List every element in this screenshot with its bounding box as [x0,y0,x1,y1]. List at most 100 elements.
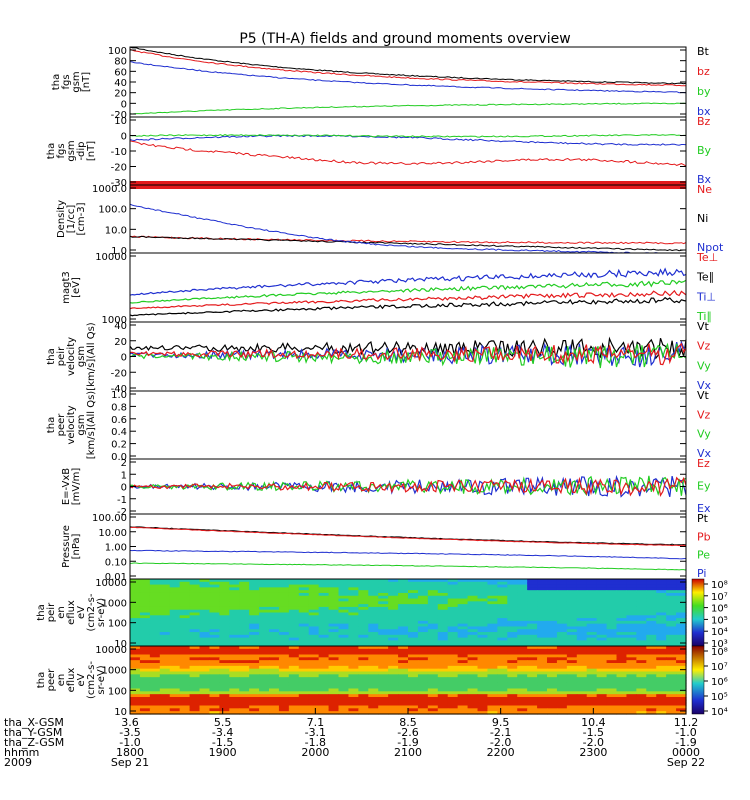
y-label-line: fgs [56,143,67,158]
panel-frame [129,116,687,186]
y-tick-label: 10.0 [105,225,127,236]
colorbar-label: 10⁶ [711,604,728,615]
panel-frame [129,458,687,515]
legend-Ey: Ey [697,480,711,493]
y-label-line: [eV] [71,277,82,298]
panel-fgs-gsm-dip: Bz By Bx 10 0 -10 -20 -30 tha fgs gsm -dip [nT] [46,115,712,189]
y-tick-label: 1.0 [111,390,127,401]
x-axis-value: 5.5 [214,716,232,729]
panel-frame [129,252,687,323]
y-tick-label: 10.00 [98,528,127,539]
series-pt [129,526,687,546]
y-label-line: magt3 [61,271,72,304]
x-axis-value: -2.0 [490,736,511,749]
y-axis-label: Pressure [nPa] [61,525,82,568]
colorbar-label: 10⁵ [711,615,728,626]
y-label-line: gsm [71,71,82,92]
series-vz [129,342,687,366]
y-label-line: [cm-3] [76,202,87,235]
spectrogram-peir-spec [130,579,687,647]
legend-Ti⊥: Ti⊥ [696,290,716,303]
y-tick-label: 80 [114,57,127,68]
y-label-line: eV [76,673,87,686]
y-label-line: eflux [66,668,77,693]
legend-Ti∥: Ti∥ [696,310,712,323]
legend-Vt: Vt [697,320,710,333]
y-axis-label: magt3 [eV] [61,271,82,304]
y-label-line: [km/s](All Qs) [86,322,97,390]
y-tick-label: 100.0 [98,205,127,216]
series-ne [129,235,687,245]
x-axis-value: 3.6 [121,716,139,729]
legend-Vz: Vz [697,408,711,421]
y-tick-label: 0 [121,483,127,494]
legend-Ez: Ez [697,457,710,470]
x-axis-value: -3.5 [119,726,140,739]
y-tick-label: 1000.0 [92,184,127,195]
panel-frame [129,390,687,460]
panel-density: Ne Ni Npot 1000.0 100.0 10.0 1.0 Density [1/cc][… [56,183,724,257]
y-label-line: Pressure [61,525,72,568]
series-ez [129,476,687,497]
y-tick-label: 20 [114,89,127,100]
colorbar-label: 10⁴ [711,627,728,638]
y-tick-label: 100 [108,686,127,697]
series-by [129,102,687,115]
colorbar-label: 10⁸ [711,647,728,658]
y-tick-label: 0 [121,99,127,110]
colorbar-label: 10³ [711,639,728,650]
x-axis-value: -1.8 [305,736,326,749]
y-label-line: (cm2-s- [86,661,97,699]
series-by-dip [129,134,686,138]
legend-Pt: Pt [697,512,709,525]
legend-Vy: Vy [697,359,711,372]
spectrogram-peer-spec [130,646,687,715]
panel-pressure: Pt Pb Pe Pi 100.00 10.00 1.00 0.10 0.01 Pressure[… [61,512,711,583]
x-axis-value: -1.9 [675,736,696,749]
legend-Npot: Npot [697,241,724,254]
x-axis-value: 8.5 [399,716,417,729]
y-label-line: peer [46,668,57,692]
y-label-line: velocity [66,405,77,444]
legend-Vx: Vx [697,379,712,392]
y-tick-label: 10 [114,707,127,718]
y-tick-label: 40 [114,321,127,332]
y-tick-label: -10 [111,147,127,158]
x-axis-value: -3.1 [305,726,326,739]
y-tick-label: 10 [114,116,127,127]
y-label-line: peer [56,413,67,437]
y-tick-label: 1000 [102,598,127,609]
y-tick-label: 2 [121,458,127,469]
legend-Te⊥: Te⊥ [696,251,718,264]
y-tick-label: 0 [121,132,127,143]
y-tick-label: 1.0 [111,246,127,257]
y-label-line: tha [46,348,57,364]
y-tick-label: 100.00 [92,513,127,524]
y-label-line: tha [51,74,62,90]
y-tick-label: 0.6 [111,415,127,426]
y-label-line: tha [36,672,47,688]
x-axis-value: -3.4 [212,726,233,739]
y-label-line: [nT] [81,72,92,92]
y-axis-label: E=-VxB [mV/m] [61,468,82,506]
series-te-perp [129,289,687,310]
x-axis-value: 1900 [209,746,237,759]
legend-Pe: Pe [697,549,710,562]
colorbar-label: 10⁸ [711,580,728,591]
y-tick-label: 0 [121,353,127,364]
x-axis-row-label: 2009 [4,756,32,769]
colorbar-gradient [691,578,705,647]
y-tick-label: 10 [114,639,127,650]
x-axis-value: -1.9 [397,736,418,749]
y-tick-label: 60 [114,67,127,78]
series-ti-par [129,279,687,304]
x-axis-row-label: hhmm [4,746,39,759]
y-label-line: en [56,674,67,687]
y-label-line: [km/s](All Qs) [86,391,97,459]
legend-Bx: Bx [697,173,712,186]
legend-Bt: Bt [697,45,710,58]
y-label-line: [1/cc] [66,205,77,234]
legend-Vx: Vx [697,447,712,460]
